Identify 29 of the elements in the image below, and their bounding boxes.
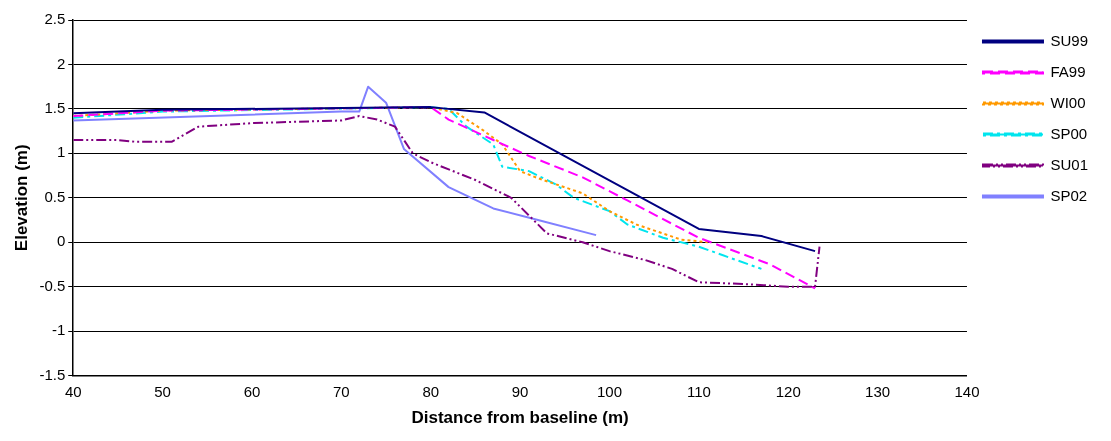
y-tick-label: 0.5 (44, 187, 66, 205)
legend-label: SU01 (1050, 155, 1089, 173)
legend-label: WI00 (1050, 93, 1086, 111)
y-tick-label: 1.5 (44, 99, 66, 117)
legend-label: FA99 (1050, 62, 1086, 80)
legend-label: SP02 (1050, 186, 1088, 204)
x-tick-label: 130 (865, 382, 891, 400)
x-tick-label: 90 (511, 382, 529, 400)
x-tick-label: 50 (154, 382, 171, 400)
x-tick-label: 120 (775, 382, 801, 400)
legend-label: SP00 (1050, 124, 1088, 142)
x-tick-label: 80 (422, 382, 440, 400)
y-tick-label: -0.5 (39, 276, 66, 294)
x-tick-label: 40 (64, 382, 82, 400)
y-tick-label: 1 (56, 143, 66, 161)
y-tick-label: 2.5 (44, 10, 66, 28)
x-tick-label: 140 (954, 382, 980, 400)
x-tick-label: 100 (596, 382, 622, 400)
y-tick-label: -1.5 (39, 365, 66, 383)
y-tick-label: 2 (56, 54, 66, 72)
line-series (73, 106, 763, 270)
y-tick-label: 0 (56, 232, 66, 250)
x-tick-label: 60 (243, 382, 261, 400)
x-tick-label: 70 (333, 382, 350, 400)
x-tick-label: 110 (686, 382, 711, 400)
y-axis-title: Elevation (m) (11, 144, 31, 252)
x-axis-title: Distance from baseline (m) (411, 408, 629, 428)
legend-label: SU99 (1050, 31, 1089, 49)
y-tick-label: -1 (51, 321, 66, 339)
